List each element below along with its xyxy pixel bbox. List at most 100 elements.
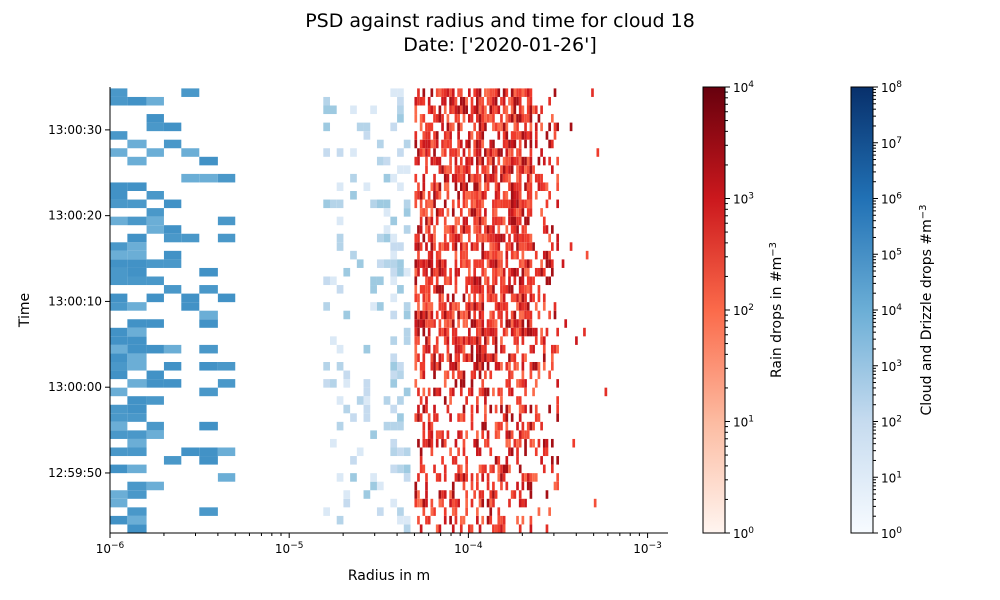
rain-drop-cell [513, 191, 517, 200]
rain-drop-cell [457, 191, 460, 200]
rain-drop-cell [449, 515, 452, 525]
cloud-drizzle-cell [363, 396, 371, 405]
rain-drop-cell [449, 447, 452, 457]
cloud-drizzle-cell [127, 259, 147, 268]
cloud-drizzle-cell [336, 362, 344, 371]
cloud-drizzle-cell [350, 148, 357, 157]
cloud-drizzle-cell [390, 498, 398, 508]
rain-drop-cell [470, 156, 474, 166]
rain-drop-cell [465, 490, 468, 499]
rain-drop-cell [441, 490, 444, 499]
rain-drop-cell [470, 353, 474, 362]
cloud-drizzle-cell [397, 105, 404, 115]
rain-drop-cell [435, 267, 439, 277]
rain-drop-cell [553, 302, 557, 311]
rain-drop-cell [478, 156, 482, 166]
cloud-drizzle-cell [390, 250, 398, 260]
rain-drop-cell [438, 302, 442, 311]
rain-drop-cell [462, 225, 466, 234]
cloud-drizzle-cell [397, 447, 404, 457]
rain-drop-cell [414, 242, 418, 251]
rain-drop-cell [537, 156, 541, 166]
rain-drop-cell [550, 267, 554, 277]
rain-drop-cell [435, 259, 439, 268]
rain-drop-cell [510, 148, 514, 157]
rain-drop-cell [476, 139, 479, 149]
cloud-drizzle-cell [336, 344, 344, 354]
rain-drop-cell [446, 430, 450, 439]
rain-drop-cell [446, 319, 450, 328]
rain-drop-cell [505, 173, 509, 183]
rain-drop-cell [441, 88, 444, 97]
rain-drop-cell [459, 88, 463, 97]
rain-drop-cell [467, 310, 471, 320]
rain-drop-cell [529, 438, 533, 448]
rain-drop-cell [521, 515, 525, 525]
cloud-drizzle-cell [336, 182, 344, 191]
rain-drop-cell [489, 507, 493, 516]
rain-drop-cell [542, 225, 546, 234]
rain-drop-cell [417, 267, 420, 277]
rain-drop-cell [462, 216, 466, 226]
rain-drop-cell [454, 438, 458, 448]
rain-drop-cell [473, 267, 477, 277]
rain-drop-cell [476, 259, 479, 268]
rain-drop-cell [446, 114, 450, 123]
colorbar-gradblues [850, 86, 874, 534]
rain-drop-cell [433, 131, 436, 140]
rain-drop-cell [430, 430, 434, 439]
rain-drop-cell [537, 114, 541, 123]
rain-drop-cell [481, 233, 485, 243]
rain-drop-cell [425, 310, 428, 320]
rain-drop-cell [492, 199, 495, 209]
rain-drop-cell [500, 216, 503, 226]
rain-drop-cell [465, 242, 468, 251]
rain-drop-cell [459, 105, 463, 115]
rain-drop-cell [430, 438, 434, 448]
rain-drop-cell [417, 96, 420, 106]
rain-drop-cell [529, 96, 533, 106]
cloud-drizzle-cell [199, 310, 218, 320]
rain-drop-cell [422, 208, 426, 217]
rain-drop-cell [510, 96, 514, 106]
rain-drop-cell [441, 353, 444, 362]
rain-drop-cell [505, 165, 509, 174]
rain-drop-cell [492, 327, 495, 337]
rain-drop-cell [427, 387, 431, 397]
rain-drop-cell [521, 225, 525, 234]
rain-drop-cell [446, 370, 450, 380]
rain-drop-cell [548, 191, 551, 200]
cloud-drizzle-cell [403, 327, 411, 337]
rain-drop-cell [516, 250, 519, 260]
rain-drop-cell [494, 208, 498, 217]
rain-drop-cell [569, 242, 573, 251]
rain-drop-cell [449, 233, 452, 243]
rain-drop-cell [484, 370, 487, 380]
rain-drop-cell [529, 285, 533, 294]
rain-drop-cell [494, 404, 498, 414]
rain-drop-cell [494, 490, 498, 499]
rain-drop-cell [476, 131, 479, 140]
rain-drop-cell [532, 293, 535, 303]
cloud-drizzle-cell [356, 447, 364, 457]
rain-drop-cell [473, 139, 477, 149]
rain-drop-cell [459, 208, 463, 217]
rain-drop-cell [524, 114, 527, 123]
rain-drop-cell [422, 327, 426, 337]
rain-drop-cell [513, 336, 517, 345]
rain-drop-cell [449, 310, 452, 320]
rain-drop-cell [478, 524, 482, 533]
rain-drop-cell [457, 370, 460, 380]
rain-drop-cell [497, 310, 501, 320]
rain-drop-cell [548, 156, 551, 166]
cloud-drizzle-cell [323, 302, 331, 311]
rain-drop-cell [481, 319, 485, 328]
rain-drop-cell [521, 319, 525, 328]
rain-drop-cell [465, 498, 468, 508]
rain-drop-cell [502, 105, 506, 115]
rain-drop-cell [532, 165, 535, 174]
rain-drop-cell [449, 276, 452, 286]
rain-drop-cell [529, 404, 533, 414]
rain-drop-cell [529, 276, 533, 286]
rain-drop-cell [489, 310, 493, 320]
